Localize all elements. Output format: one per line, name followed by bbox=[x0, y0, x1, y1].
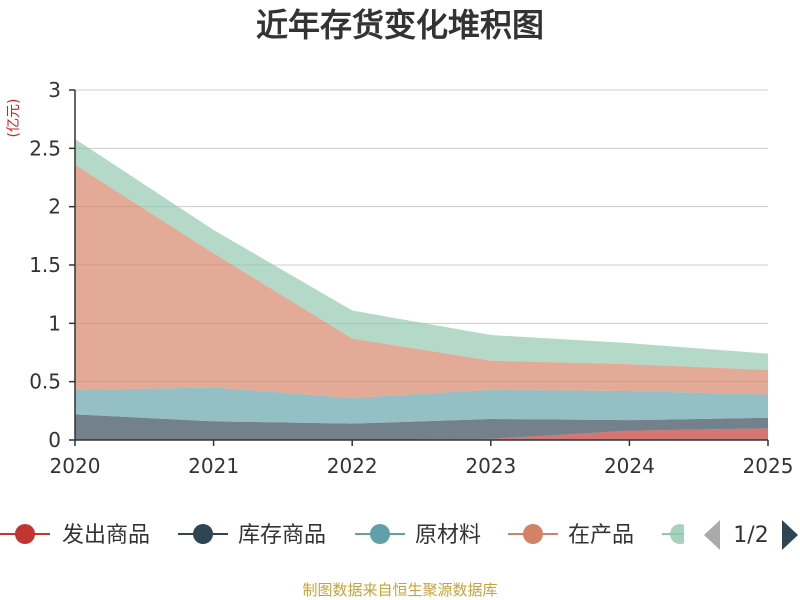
area-series-5 bbox=[75, 139, 768, 370]
y-tick-label-2: 1 bbox=[48, 311, 61, 335]
area-series-1 bbox=[75, 428, 768, 440]
legend-label-2: 库存商品 bbox=[238, 523, 326, 548]
legend-marker-4 bbox=[523, 524, 543, 544]
y-axis-unit-label: (亿元) bbox=[6, 99, 22, 138]
legend-page-indicator: 1/2 bbox=[733, 523, 768, 548]
area-series-4 bbox=[75, 164, 768, 398]
legend-label-4: 在产品 bbox=[568, 523, 634, 548]
data-source-note: 制图数据来自恒生聚源数据库 bbox=[302, 581, 497, 599]
x-tick-labels: 2020 2021 2022 2023 2024 2025 bbox=[50, 454, 794, 478]
legend-marker-2 bbox=[193, 524, 213, 544]
legend-label-1: 发出商品 bbox=[62, 523, 150, 548]
legend-pager: 1/2 bbox=[704, 520, 798, 550]
y-tick-labels: 0 0.5 1 1.5 2 2.5 3 bbox=[29, 78, 61, 452]
area-series-2 bbox=[75, 414, 768, 440]
x-tick-label-0: 2020 bbox=[50, 454, 101, 478]
chart-title: 近年存货变化堆积图 bbox=[256, 6, 544, 44]
legend-marker-1 bbox=[15, 524, 35, 544]
y-tick-label-1: 0.5 bbox=[29, 370, 61, 394]
legend-item-2[interactable]: 库存商品 bbox=[178, 523, 326, 548]
x-tick-label-4: 2024 bbox=[604, 454, 655, 478]
y-tick-label-6: 3 bbox=[48, 78, 61, 102]
legend-label-3: 原材料 bbox=[415, 523, 481, 548]
legend-item-3[interactable]: 原材料 bbox=[355, 523, 481, 548]
legend-prev-page-icon[interactable] bbox=[704, 520, 720, 550]
y-tick-label-5: 2.5 bbox=[29, 136, 61, 160]
area-series-group bbox=[75, 139, 768, 440]
legend-item-1[interactable]: 发出商品 bbox=[0, 523, 150, 548]
x-tick-label-5: 2025 bbox=[743, 454, 794, 478]
y-tick-label-0: 0 bbox=[48, 428, 61, 452]
area-series-3 bbox=[75, 387, 768, 424]
x-tick-label-3: 2023 bbox=[465, 454, 516, 478]
y-tick-label-3: 1.5 bbox=[29, 253, 61, 277]
x-tick-label-2: 2022 bbox=[327, 454, 378, 478]
axes bbox=[69, 89, 769, 446]
legend-marker-3 bbox=[370, 524, 390, 544]
legend: 发出商品 库存商品 原材料 在产品 bbox=[0, 515, 702, 555]
x-tick-label-1: 2021 bbox=[188, 454, 239, 478]
legend-item-4[interactable]: 在产品 bbox=[508, 523, 634, 548]
y-tick-label-4: 2 bbox=[48, 195, 61, 219]
legend-next-page-icon[interactable] bbox=[782, 520, 798, 550]
legend-clip-mask bbox=[684, 515, 702, 555]
